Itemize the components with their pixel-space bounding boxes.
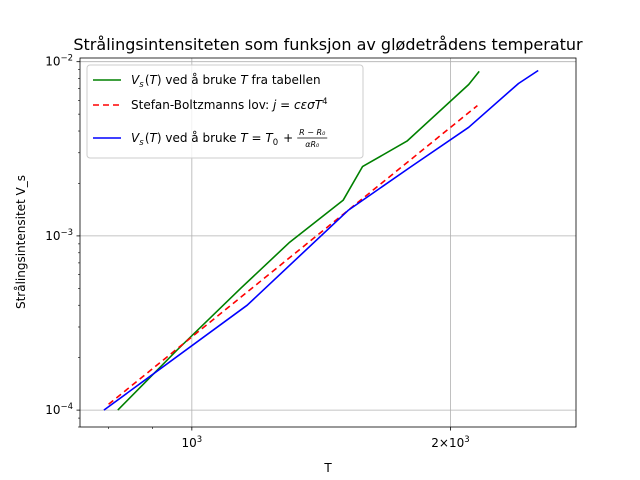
legend-label-1: Vs (T) ved å bruke T fra tabellen <box>131 73 321 90</box>
y-tick-label: 10−2 <box>45 54 73 69</box>
legend: Vs (T) ved å bruke T fra tabellen Stefan-… <box>86 64 364 159</box>
axis-ticks: 103 2×103 10−4 10−3 10−2 <box>45 54 469 450</box>
x-tick-label: 2×103 <box>431 435 469 450</box>
legend-label-2: Stefan-Boltzmanns lov: j = cεσT4 <box>131 97 329 112</box>
chart-title: Strålingsintensiteten som funksjon av gl… <box>73 35 583 54</box>
series-lines <box>103 69 539 411</box>
legend-box <box>86 64 364 159</box>
legend-fraction-numerator: R − R₀ <box>299 128 326 137</box>
x-tick-label: 103 <box>181 435 202 450</box>
series-line-3 <box>103 69 539 411</box>
series-line-2 <box>108 104 478 405</box>
y-tick-label: 10−3 <box>45 228 73 243</box>
legend-fraction-denominator: αR₀ <box>305 140 320 149</box>
plot-frame <box>79 57 577 428</box>
y-tick-label: 10−4 <box>45 402 73 417</box>
y-axis-label: Strålingsintensitet V_s <box>14 175 28 309</box>
x-axis-label: T <box>323 461 332 475</box>
series-line-1 <box>117 70 480 411</box>
legend-label-3: Vs (T) ved å bruke T = T0 + <box>131 131 293 148</box>
